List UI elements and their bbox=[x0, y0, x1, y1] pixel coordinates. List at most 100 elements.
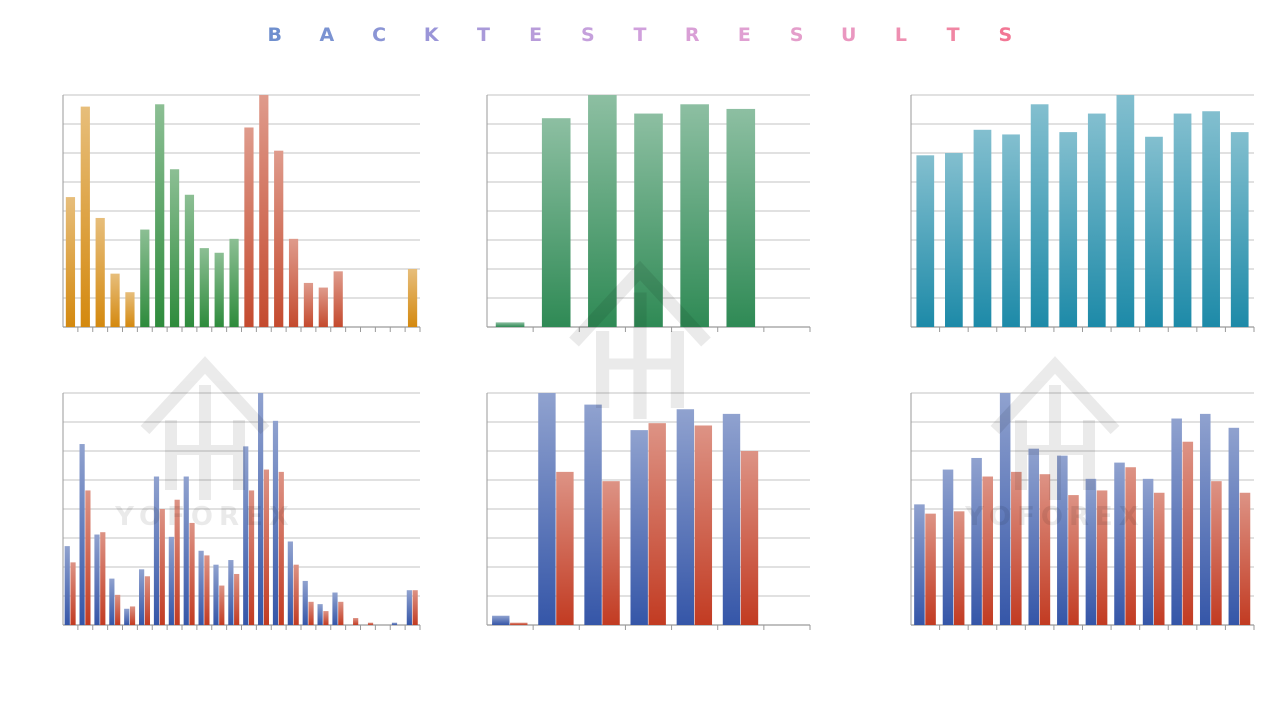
bar bbox=[184, 194, 195, 327]
bar bbox=[1230, 132, 1249, 327]
bar bbox=[916, 155, 935, 327]
bar bbox=[1085, 478, 1097, 625]
watermark-brand: YOFOREX bbox=[964, 502, 1145, 532]
bar bbox=[584, 404, 602, 625]
plot-layer: YOFOREX YOFOREX bbox=[62, 94, 1255, 630]
bar bbox=[367, 622, 374, 625]
title-letter: E bbox=[529, 24, 543, 46]
bar bbox=[541, 118, 571, 327]
bar bbox=[100, 532, 106, 625]
bar bbox=[1011, 471, 1022, 625]
bar bbox=[213, 564, 219, 625]
title-letter: T bbox=[946, 24, 960, 46]
bar bbox=[125, 292, 135, 327]
bar bbox=[95, 217, 105, 327]
bar bbox=[169, 169, 180, 327]
bar bbox=[272, 420, 279, 625]
title-letter: L bbox=[894, 24, 907, 46]
title-letter: K bbox=[423, 24, 439, 46]
bar bbox=[945, 153, 963, 327]
bar bbox=[391, 622, 398, 625]
title-letter: R bbox=[684, 24, 700, 46]
bar bbox=[144, 576, 151, 625]
bar bbox=[1142, 478, 1154, 625]
bar bbox=[556, 471, 574, 625]
bar bbox=[204, 555, 210, 625]
bar bbox=[492, 615, 510, 625]
bar bbox=[333, 271, 343, 327]
bar bbox=[1059, 132, 1078, 327]
bar bbox=[680, 104, 709, 327]
bar bbox=[308, 601, 314, 625]
bar bbox=[1211, 481, 1222, 625]
house-roof-icon bbox=[569, 260, 711, 347]
bar bbox=[588, 95, 617, 327]
bar bbox=[1202, 111, 1220, 328]
bar bbox=[1116, 95, 1135, 327]
bar bbox=[332, 592, 338, 625]
title-letter: T bbox=[476, 24, 490, 46]
bar bbox=[258, 393, 264, 625]
bar bbox=[1057, 455, 1068, 625]
bar bbox=[274, 150, 284, 327]
bar bbox=[129, 606, 136, 625]
bar bbox=[243, 446, 249, 625]
bar bbox=[155, 104, 165, 327]
watermark-logo-icon: YOFOREX bbox=[964, 356, 1145, 532]
bar bbox=[1039, 474, 1051, 625]
house-pillar-icon bbox=[1083, 420, 1095, 490]
bar bbox=[338, 601, 344, 625]
title-letter: E bbox=[737, 24, 751, 46]
bar bbox=[1030, 104, 1049, 327]
chart-hourly-count bbox=[62, 94, 421, 332]
bar bbox=[1153, 492, 1165, 625]
bar bbox=[602, 481, 620, 625]
title-letter: B bbox=[267, 24, 282, 46]
house-pillar-icon bbox=[233, 420, 245, 490]
bar bbox=[353, 618, 359, 625]
bar bbox=[999, 393, 1011, 625]
title-letter: S bbox=[998, 24, 1013, 46]
house-beam-icon bbox=[165, 445, 245, 455]
bar bbox=[183, 476, 189, 625]
bar bbox=[288, 238, 299, 327]
bar bbox=[124, 608, 130, 625]
bar bbox=[318, 287, 328, 327]
bar bbox=[1199, 413, 1211, 625]
bar bbox=[214, 252, 224, 327]
bar bbox=[510, 622, 528, 625]
bar bbox=[199, 248, 209, 327]
bar bbox=[982, 476, 994, 625]
bar bbox=[189, 522, 195, 625]
bar bbox=[1068, 495, 1079, 625]
bar bbox=[263, 469, 270, 625]
bar bbox=[278, 471, 284, 625]
bar bbox=[973, 129, 992, 327]
title-letter: T bbox=[633, 24, 647, 46]
bar bbox=[244, 127, 254, 327]
bar bbox=[65, 197, 76, 327]
chart-monthly-pl bbox=[910, 392, 1255, 630]
bar bbox=[740, 451, 759, 625]
chart-weekday-pl bbox=[486, 392, 811, 630]
title-letter: A bbox=[319, 24, 335, 46]
bar bbox=[219, 585, 225, 625]
bar bbox=[1114, 462, 1125, 625]
watermark-logo-icon: YOFOREX bbox=[114, 356, 295, 532]
bar bbox=[1028, 448, 1040, 625]
bar bbox=[1239, 492, 1251, 625]
bar bbox=[323, 611, 329, 625]
bar bbox=[198, 550, 204, 625]
house-roof-icon bbox=[990, 356, 1120, 435]
watermark-brand: YOFOREX bbox=[114, 502, 295, 532]
bar bbox=[914, 504, 925, 625]
bar bbox=[229, 238, 239, 327]
bar bbox=[694, 425, 713, 625]
bar bbox=[971, 457, 982, 625]
title-letter: S bbox=[580, 24, 595, 46]
bar bbox=[159, 509, 165, 625]
bar bbox=[140, 229, 150, 327]
bar bbox=[317, 604, 323, 625]
house-pillar-icon bbox=[1049, 385, 1061, 500]
bar bbox=[153, 476, 160, 625]
